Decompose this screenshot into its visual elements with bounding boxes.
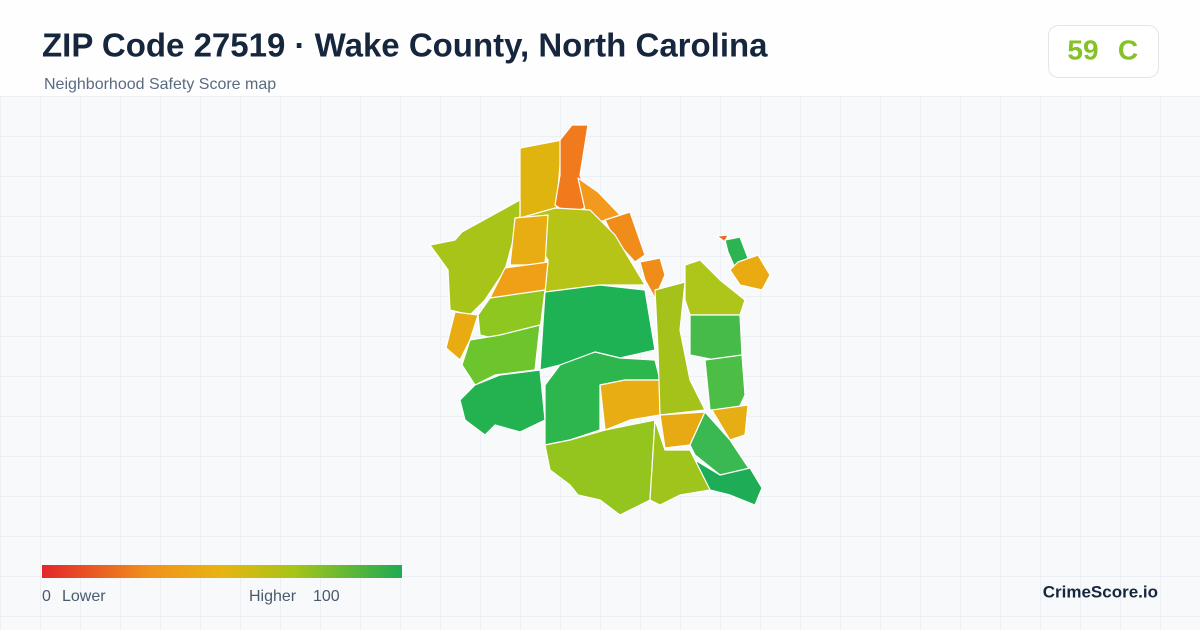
score-grade: C (1118, 34, 1138, 65)
score-value: 59 (1067, 34, 1098, 65)
legend-max-label: Higher (249, 588, 297, 605)
title: ZIP Code 27519 · Wake County, North Caro… (42, 27, 768, 64)
brand: CrimeScore.io (1043, 582, 1158, 601)
zip-map (429, 124, 771, 516)
legend-min-label: Lower (62, 588, 106, 605)
legend-min: 0 (42, 588, 51, 605)
subtitle: Neighborhood Safety Score map (44, 76, 276, 93)
score-box (1048, 25, 1159, 78)
legend-scale (42, 565, 402, 578)
legend-max: 100 (313, 588, 340, 605)
header-band (0, 0, 1200, 96)
